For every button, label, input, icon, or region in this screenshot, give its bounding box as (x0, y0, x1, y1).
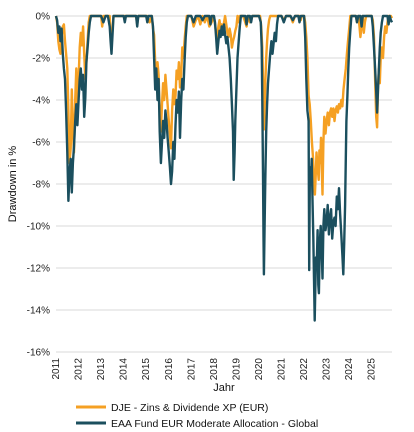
x-axis-label: Jahr (213, 382, 235, 394)
x-tick-label: 2015 (141, 358, 152, 381)
legend: DJE - Zins & Dividende XP (EUR) EAA Fund… (76, 402, 318, 430)
x-tick-label: 2019 (231, 358, 242, 381)
x-tick-label: 2020 (254, 358, 265, 381)
x-tick-label: 2021 (277, 358, 288, 381)
x-tick-label: 2017 (186, 358, 197, 381)
y-axis-label: Drawdown in % (7, 146, 19, 223)
x-tick-label: 2018 (209, 358, 220, 381)
x-tick-label: 2013 (96, 358, 107, 381)
x-tick-label: 2016 (164, 358, 175, 381)
y-tick-label: -12% (27, 264, 50, 275)
x-tick-label: 2024 (344, 358, 355, 381)
legend-label-eaa: EAA Fund EUR Moderate Allocation - Globa… (111, 418, 318, 430)
y-tick-label: -16% (27, 348, 50, 359)
x-axis-ticks: 2011 2012 2013 2014 2015 2016 2017 2018 2019 2020… (51, 358, 378, 381)
y-tick-label: -6% (32, 138, 50, 149)
y-tick-label: -4% (32, 96, 50, 107)
y-tick-label: -14% (27, 306, 50, 317)
y-tick-label: 0% (36, 12, 51, 23)
y-tick-label: -2% (32, 54, 50, 65)
series-line-eaa (54, 14, 394, 322)
x-tick-label: 2023 (322, 358, 333, 381)
x-tick-label: 2025 (367, 358, 378, 381)
x-tick-label: 2014 (119, 358, 130, 381)
y-tick-label: -10% (27, 222, 50, 233)
x-tick-label: 2022 (299, 358, 310, 381)
series-line-dje (54, 14, 394, 196)
y-axis-ticks: 0% -2% -4% -6% -8% -10% -12% -14% -16% (27, 12, 50, 359)
x-tick-label: 2012 (74, 358, 85, 381)
y-tick-label: -8% (32, 180, 50, 191)
x-tick-label: 2011 (51, 358, 62, 380)
series-lines (54, 14, 394, 322)
legend-label-dje: DJE - Zins & Dividende XP (EUR) (111, 402, 268, 414)
gridlines (56, 15, 392, 353)
